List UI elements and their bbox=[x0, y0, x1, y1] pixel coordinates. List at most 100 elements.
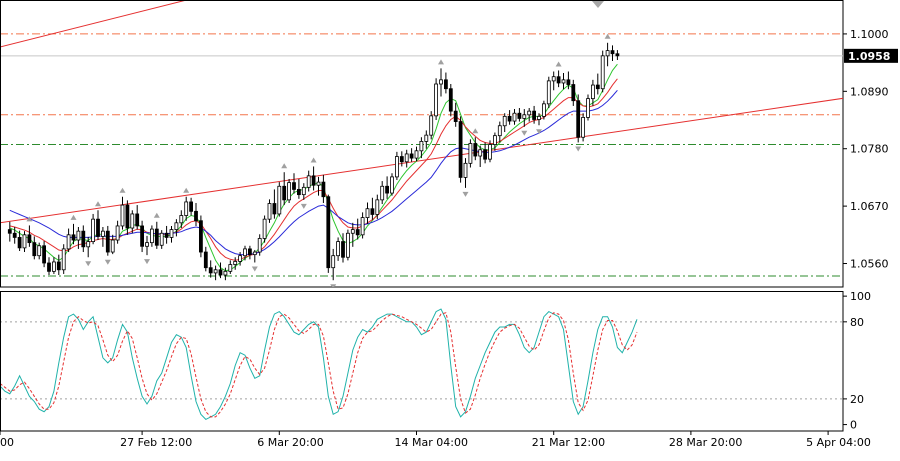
candle-body bbox=[86, 241, 91, 248]
candle-body bbox=[56, 261, 61, 271]
candle-body bbox=[208, 267, 213, 274]
candle-body bbox=[414, 150, 419, 159]
candle-body bbox=[502, 115, 507, 127]
fractal-up-marker bbox=[438, 59, 444, 65]
candle-body bbox=[213, 269, 218, 274]
candle-body bbox=[189, 201, 194, 212]
candle-body bbox=[522, 114, 527, 119]
fractal-up-marker bbox=[26, 216, 33, 222]
candle-body bbox=[512, 112, 517, 122]
candle-body bbox=[154, 228, 159, 246]
candle-body bbox=[164, 232, 169, 238]
candle-body bbox=[424, 134, 429, 142]
candle-body bbox=[326, 196, 331, 269]
fractal-down-marker bbox=[462, 191, 469, 197]
candle-body bbox=[17, 237, 22, 249]
candle-body bbox=[595, 84, 600, 90]
candle-body bbox=[257, 238, 262, 253]
fractal-down-marker bbox=[330, 284, 337, 287]
stochastic-series-0 bbox=[1, 308, 638, 421]
time-axis-label: 27 Feb 12:00 bbox=[120, 436, 192, 449]
candle-body bbox=[571, 84, 576, 102]
candle-body bbox=[247, 248, 252, 256]
candle-body bbox=[404, 153, 409, 163]
stochastic-panel-frame bbox=[0, 291, 844, 432]
candle-body bbox=[145, 242, 149, 247]
candle-body bbox=[409, 153, 414, 159]
candle-body bbox=[380, 185, 385, 201]
candle-body bbox=[47, 262, 51, 272]
candle-body bbox=[507, 115, 512, 122]
candle-body bbox=[581, 117, 585, 138]
fractal-up-marker bbox=[472, 128, 479, 134]
candle-body bbox=[301, 186, 306, 196]
candle-body bbox=[115, 225, 120, 241]
candle-body bbox=[252, 251, 257, 256]
moving-average-line-1 bbox=[9, 78, 618, 261]
candle-body bbox=[610, 50, 615, 55]
candle-body bbox=[453, 110, 458, 122]
candle-body bbox=[478, 149, 483, 157]
candle-body bbox=[76, 230, 81, 241]
time-axis-label: 21 Mar 12:00 bbox=[532, 436, 605, 449]
candle-body bbox=[355, 229, 360, 236]
candle-body bbox=[605, 50, 610, 57]
candle-body bbox=[179, 215, 184, 224]
candle-body bbox=[101, 230, 105, 237]
candle-body bbox=[296, 189, 301, 196]
candle-body bbox=[331, 255, 336, 269]
candle-body bbox=[448, 88, 453, 112]
candle-body bbox=[238, 255, 243, 262]
candle-body bbox=[81, 230, 86, 248]
candle-body bbox=[61, 248, 66, 271]
fractal-down-marker bbox=[251, 266, 258, 272]
candle-body bbox=[130, 213, 135, 229]
stochastic-axis-label: 100 bbox=[850, 290, 871, 303]
candle-body bbox=[492, 135, 497, 145]
candle-body bbox=[370, 208, 375, 215]
candle-body bbox=[149, 228, 154, 244]
candle-body bbox=[306, 175, 311, 188]
fractal-down-marker bbox=[536, 129, 542, 135]
candle-body bbox=[228, 264, 233, 272]
fractal-up-marker bbox=[555, 61, 562, 67]
price-axis-label: 1.0780 bbox=[850, 143, 889, 156]
candle-body bbox=[311, 175, 316, 186]
candle-body bbox=[262, 218, 267, 239]
candle-body bbox=[365, 208, 370, 218]
candle-body bbox=[218, 269, 223, 276]
candle-body bbox=[22, 234, 27, 249]
candle-body bbox=[203, 251, 208, 269]
x-axis: 00 27 Feb 12:00 6 Mar 20:00 14 Mar 04:00 21 … bbox=[0, 431, 871, 449]
candle-body bbox=[282, 185, 287, 201]
candle-body bbox=[341, 241, 345, 258]
candle-body bbox=[537, 115, 541, 120]
candle-body bbox=[316, 181, 321, 186]
candle-body bbox=[12, 232, 17, 238]
candle-body bbox=[483, 149, 488, 160]
candle-body bbox=[576, 100, 581, 138]
candle-body bbox=[66, 234, 71, 250]
price-plot-area bbox=[1, 1, 843, 287]
fractal-down-marker bbox=[521, 130, 528, 136]
time-axis-label: 5 Apr 04:00 bbox=[806, 436, 871, 449]
candle-body bbox=[120, 204, 125, 227]
price-axis-label: 1.1000 bbox=[850, 28, 889, 41]
candle-body bbox=[434, 83, 439, 117]
candle-body bbox=[223, 270, 228, 276]
candle-body bbox=[52, 261, 56, 272]
candle-body bbox=[551, 76, 556, 82]
candle-body bbox=[497, 125, 502, 137]
candle-body bbox=[184, 201, 189, 216]
price-axis-label: 1.0890 bbox=[850, 85, 889, 98]
time-axis-label: 6 Mar 20:00 bbox=[257, 436, 323, 449]
candle-body bbox=[468, 143, 473, 164]
candle-body bbox=[194, 210, 198, 222]
candle-body bbox=[233, 261, 238, 265]
candle-body bbox=[292, 182, 296, 190]
candle-body bbox=[615, 53, 620, 57]
fractal-up-marker bbox=[119, 187, 126, 193]
stochastic-axis-label: 0 bbox=[850, 419, 857, 432]
